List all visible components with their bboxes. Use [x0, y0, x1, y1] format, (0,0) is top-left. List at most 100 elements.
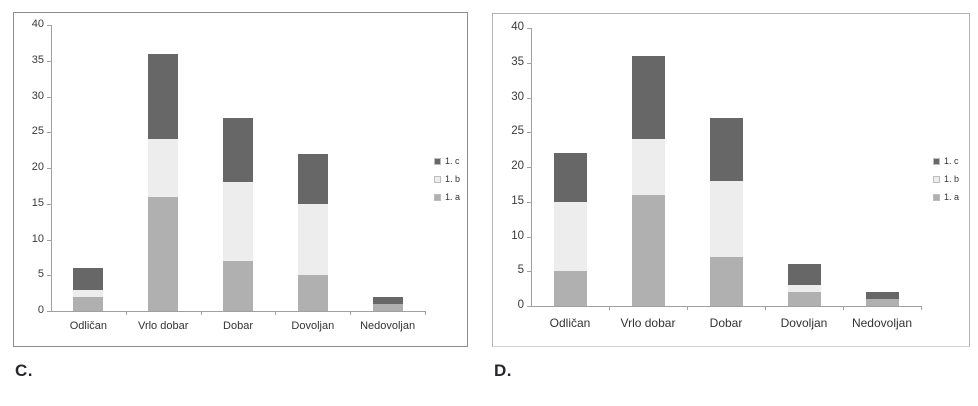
y-tick-label: 40 — [511, 21, 524, 33]
y-tick — [527, 132, 531, 134]
y-tick-label: 30 — [511, 90, 524, 103]
x-tick — [843, 306, 844, 310]
bar-segment-1c — [372, 296, 403, 304]
y-tick-label: 5 — [37, 268, 44, 281]
bar-segment-1a — [73, 296, 104, 311]
chart-c-panel: 0 5 10 15 20 25 30 35 40 Odličan Vrlo dobar Dobar Do… — [13, 12, 468, 347]
bar-segment-1c — [709, 118, 743, 181]
y-tick — [47, 311, 51, 312]
chart-d-panel: 0 5 10 15 20 25 30 35 40 Odličan Vrlo dobar Dobar Do… — [492, 13, 970, 347]
bar-segment-1a — [223, 260, 253, 311]
legend-swatch — [434, 193, 441, 201]
category-label: Odličan — [549, 316, 591, 330]
legend-swatch — [933, 175, 940, 183]
y-tick-label: 40 — [31, 18, 44, 30]
y-tick-label: 35 — [31, 53, 44, 66]
bar-segment-1c — [787, 264, 821, 286]
x-tick — [275, 311, 277, 315]
x-tick — [765, 306, 766, 310]
bar-segment-1a — [148, 196, 179, 311]
y-tick-label: 30 — [31, 89, 44, 102]
bar-segment-1b — [787, 285, 821, 293]
y-tick-label: 0 — [517, 299, 524, 311]
bar-segment-1c — [297, 153, 328, 204]
category-label: Dobar — [709, 316, 743, 330]
y-tick — [527, 167, 531, 168]
y-tick-label: 15 — [31, 196, 44, 209]
bar-segment-1b — [631, 139, 665, 195]
y-tick — [527, 97, 531, 99]
bar-segment-1a — [297, 275, 328, 311]
legend-item: 1. a — [434, 192, 460, 202]
bar-segment-1a — [709, 257, 743, 306]
bar-segment-1c — [865, 292, 899, 300]
y-axis — [531, 28, 532, 306]
category-label: Nedovoljan — [851, 316, 913, 330]
legend-label: 1. b — [944, 174, 960, 184]
bar-segment-1a — [372, 303, 403, 311]
legend-swatch — [434, 175, 441, 183]
y-tick-label: 35 — [511, 55, 524, 68]
y-tick — [47, 96, 51, 98]
x-tick — [609, 306, 610, 310]
y-tick — [47, 275, 51, 277]
x-tick — [921, 306, 922, 310]
y-tick — [47, 203, 51, 205]
bar-segment-1c — [148, 53, 179, 140]
category-label: Vrlo dobar — [620, 316, 676, 330]
bar-segment-1a — [865, 299, 899, 306]
y-tick-label: 25 — [31, 125, 44, 138]
bar-segment-1c — [631, 55, 665, 140]
y-tick-label: 5 — [517, 264, 524, 277]
y-tick-label: 20 — [511, 160, 524, 172]
legend-swatch — [434, 157, 441, 165]
legend-item: 1. b — [933, 174, 959, 184]
legend-label: 1. a — [944, 192, 960, 202]
bar-segment-1c — [223, 117, 253, 183]
y-tick-label: 10 — [31, 232, 44, 245]
bar-segment-1a — [553, 271, 587, 306]
y-tick — [527, 201, 531, 203]
category-label: Dovoljan — [780, 316, 828, 330]
y-tick-label: 10 — [511, 229, 524, 242]
figure-label-d: D. — [494, 361, 512, 380]
bar-segment-1b — [297, 203, 328, 276]
bar-segment-1b — [223, 182, 253, 261]
x-tick — [687, 306, 688, 310]
x-tick — [200, 311, 202, 315]
x-axis — [51, 311, 425, 312]
legend-label: 1. a — [445, 192, 461, 202]
x-tick — [350, 311, 352, 315]
legend-item: 1. c — [933, 156, 959, 166]
bar-segment-1a — [787, 292, 821, 306]
category-label: Vrlo dobar — [138, 320, 189, 332]
y-axis — [51, 25, 52, 311]
legend-swatch — [933, 157, 940, 165]
legend-item: 1. b — [434, 174, 460, 184]
y-tick-label: 20 — [31, 161, 44, 173]
y-tick-label: 0 — [37, 304, 44, 316]
bar-segment-1b — [148, 139, 179, 197]
legend-label: 1. c — [445, 156, 460, 166]
bar-segment-1c — [73, 268, 104, 290]
y-tick-label: 15 — [511, 194, 524, 207]
y-tick — [527, 236, 531, 238]
y-tick — [47, 60, 51, 62]
category-label: Dovoljan — [291, 320, 335, 332]
x-tick — [125, 311, 127, 315]
figure-label-c: C. — [15, 361, 33, 380]
legend-swatch — [933, 193, 940, 201]
x-axis — [531, 306, 921, 307]
y-tick — [527, 306, 531, 307]
y-tick — [527, 28, 531, 29]
y-tick — [527, 62, 531, 64]
legend-item: 1. a — [933, 192, 959, 202]
legend-item: 1. c — [434, 156, 460, 166]
legend-label: 1. b — [445, 174, 461, 184]
y-tick — [527, 271, 531, 273]
category-label: Nedovoljan — [360, 320, 416, 332]
bar-segment-1b — [73, 289, 104, 297]
y-tick — [47, 168, 51, 169]
category-label: Odličan — [69, 320, 108, 332]
